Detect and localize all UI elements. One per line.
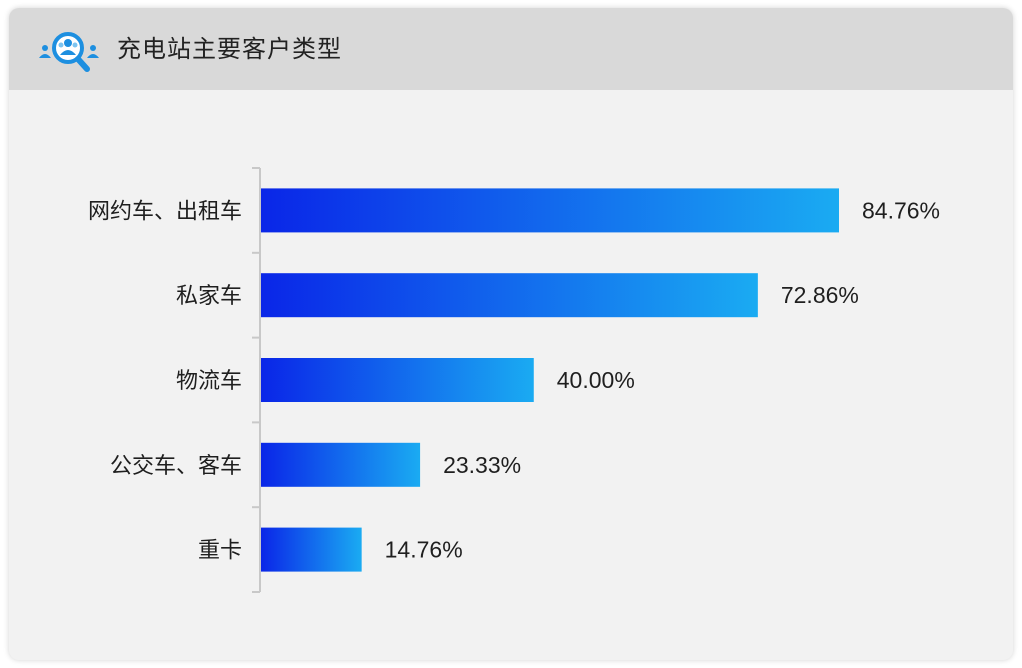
value-label: 14.76%: [385, 537, 463, 563]
page-title: 充电站主要客户类型: [117, 35, 342, 63]
category-label: 私家车: [176, 284, 242, 309]
bar: [261, 358, 534, 402]
category-label: 公交车、客车: [110, 454, 242, 479]
category-label: 物流车: [176, 369, 242, 394]
category-label: 网约车、出租车: [88, 199, 242, 224]
bar: [261, 273, 758, 318]
bar: [261, 188, 839, 233]
bar: [261, 527, 362, 572]
category-label: 重卡: [198, 539, 242, 564]
value-label: 40.00%: [557, 367, 635, 393]
card-header: 充电站主要客户类型: [9, 8, 1013, 90]
value-label: 84.76%: [862, 197, 940, 223]
value-label: 72.86%: [781, 282, 859, 308]
bar: [261, 442, 421, 487]
customer-search-icon: [39, 32, 99, 72]
value-label: 23.33%: [443, 452, 521, 478]
chart-card: 充电站主要客户类型: [9, 8, 1013, 660]
